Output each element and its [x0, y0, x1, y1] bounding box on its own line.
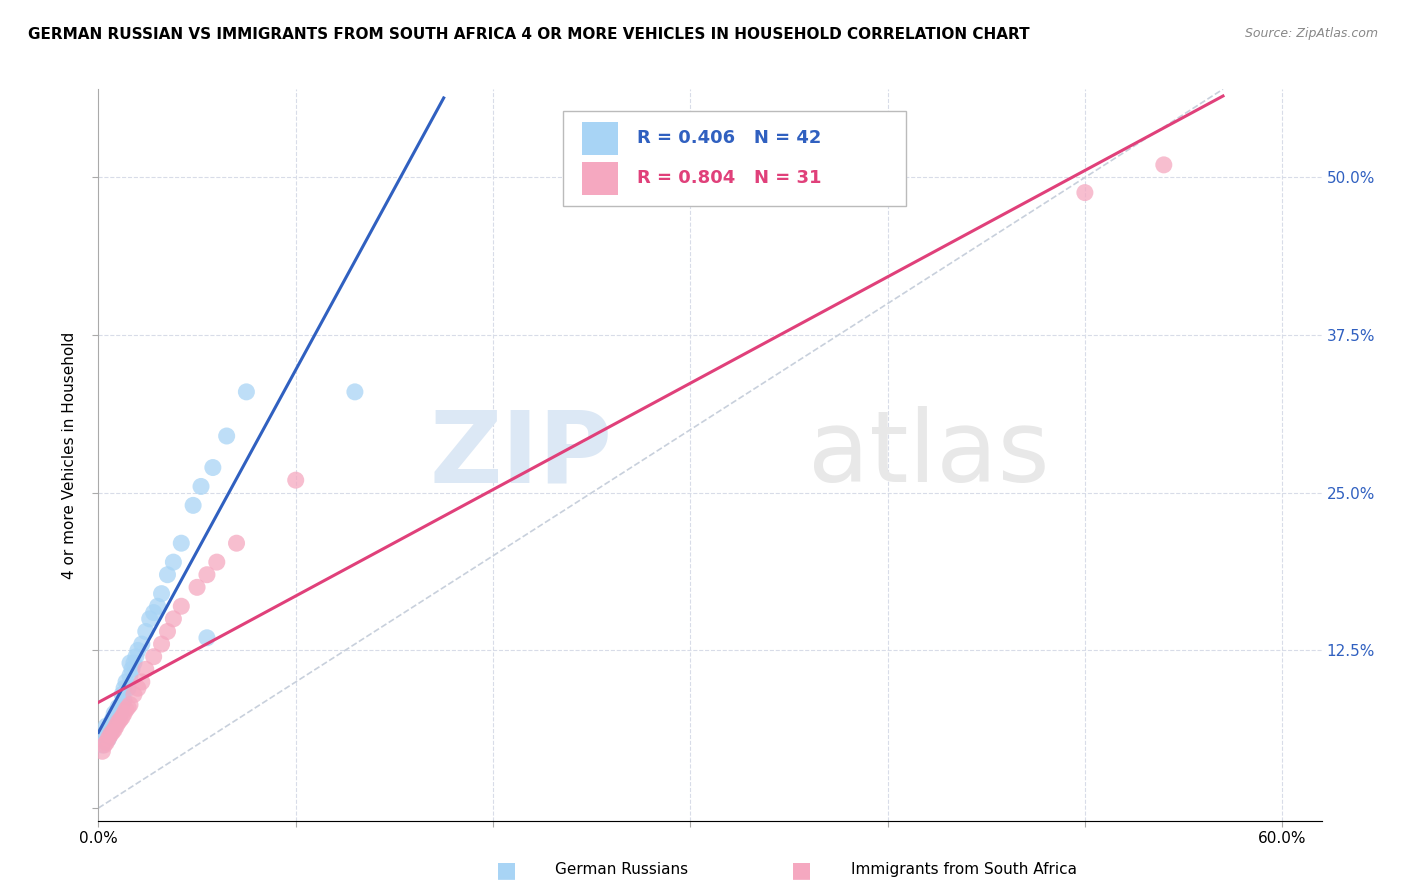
Point [96, 735, 118, 749]
Point [138, 612, 160, 626]
Point [127, 681, 149, 696]
FancyBboxPatch shape [582, 122, 619, 155]
Point [115, 674, 138, 689]
Point [195, 631, 218, 645]
Point [98, 719, 121, 733]
Point [122, 656, 145, 670]
Point [343, 384, 366, 399]
Text: Source: ZipAtlas.com: Source: ZipAtlas.com [1244, 27, 1378, 40]
Point [205, 555, 228, 569]
Point [235, 384, 257, 399]
Point [162, 612, 184, 626]
Point [142, 649, 165, 664]
Point [97, 731, 120, 746]
Point [97, 731, 120, 746]
Point [112, 694, 135, 708]
Point [162, 555, 184, 569]
Point [186, 580, 208, 594]
Point [101, 725, 124, 739]
Text: ■: ■ [792, 860, 811, 880]
Point [98, 728, 121, 742]
Point [108, 713, 131, 727]
Point [115, 703, 138, 717]
Point [225, 536, 247, 550]
Text: R = 0.804   N = 31: R = 0.804 N = 31 [637, 169, 821, 187]
Point [215, 429, 238, 443]
Text: ZIP: ZIP [429, 407, 612, 503]
Point [91, 744, 114, 758]
Point [181, 499, 204, 513]
Point [96, 725, 118, 739]
Point [107, 710, 129, 724]
Point [190, 479, 212, 493]
Point [118, 698, 141, 712]
FancyBboxPatch shape [582, 162, 619, 195]
Text: GERMAN RUSSIAN VS IMMIGRANTS FROM SOUTH AFRICA 4 OR MORE VEHICLES IN HOUSEHOLD C: GERMAN RUSSIAN VS IMMIGRANTS FROM SOUTH … [28, 27, 1029, 42]
Point [111, 688, 134, 702]
Point [135, 662, 157, 676]
Point [156, 567, 179, 582]
Point [142, 606, 165, 620]
Point [117, 681, 139, 696]
Point [93, 738, 115, 752]
Text: ■: ■ [496, 860, 516, 880]
Point [1153, 158, 1175, 172]
Point [135, 624, 157, 639]
Point [131, 637, 153, 651]
Text: Immigrants from South Africa: Immigrants from South Africa [851, 863, 1077, 877]
Point [156, 624, 179, 639]
Text: atlas: atlas [808, 407, 1049, 503]
Point [105, 719, 128, 733]
Point [284, 473, 307, 487]
Point [112, 706, 135, 721]
Point [1074, 186, 1097, 200]
Point [103, 706, 125, 721]
Point [118, 668, 141, 682]
Point [146, 599, 169, 614]
Point [117, 700, 139, 714]
Point [107, 715, 129, 730]
Point [101, 713, 124, 727]
Point [93, 731, 115, 746]
Point [118, 656, 141, 670]
Point [111, 698, 134, 712]
Point [105, 715, 128, 730]
Point [103, 719, 125, 733]
Text: German Russians: German Russians [555, 863, 689, 877]
Point [111, 710, 134, 724]
Point [201, 460, 224, 475]
Text: R = 0.406   N = 42: R = 0.406 N = 42 [637, 129, 821, 147]
FancyBboxPatch shape [564, 112, 905, 206]
Point [112, 681, 135, 696]
Point [170, 599, 193, 614]
Point [150, 587, 173, 601]
Point [131, 674, 153, 689]
Point [107, 700, 129, 714]
Y-axis label: 4 or more Vehicles in Household: 4 or more Vehicles in Household [62, 331, 77, 579]
Point [91, 738, 114, 752]
Point [127, 643, 149, 657]
Point [98, 725, 121, 739]
Point [170, 536, 193, 550]
Point [103, 723, 125, 737]
Point [150, 637, 173, 651]
Point [125, 649, 148, 664]
Point [122, 688, 145, 702]
Point [108, 706, 131, 721]
Point [195, 567, 218, 582]
Point [96, 719, 118, 733]
Point [121, 662, 143, 676]
